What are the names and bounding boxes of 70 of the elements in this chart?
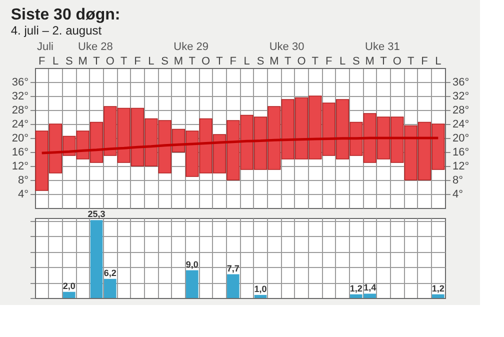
x-tick-label: O xyxy=(106,56,115,68)
y-tick-label: 16° xyxy=(12,146,28,158)
data-label: 1,2 xyxy=(350,283,362,294)
bar xyxy=(432,294,444,298)
y-tick-label: 36° xyxy=(12,76,28,88)
y-tick-label: 28° xyxy=(12,104,28,116)
data-label: 2,0 xyxy=(62,280,76,291)
x-tick-label: L xyxy=(435,56,442,68)
x-tick-label: F xyxy=(134,56,142,68)
x-tick-label: T xyxy=(93,56,100,68)
y2-tick-label: 12° xyxy=(452,160,470,172)
x-tick-label: T xyxy=(312,56,319,68)
x-tick-label: M xyxy=(78,56,88,68)
data-label: 9,0 xyxy=(186,259,198,270)
x-tick-label: T xyxy=(120,56,128,68)
x-tick-label: S xyxy=(65,56,73,68)
x-tick-label: O xyxy=(202,56,211,68)
x-tick-label: T xyxy=(284,56,292,68)
bar xyxy=(63,292,76,298)
y2-tick-label: 4° xyxy=(452,188,464,200)
x-tick-label: F xyxy=(38,56,46,68)
y2-tick-label: 36° xyxy=(452,76,470,88)
x-tick-label: S xyxy=(256,56,264,68)
x-tick-label: M xyxy=(174,56,184,68)
x-tick-label: F xyxy=(421,56,428,68)
text: Uke 29 xyxy=(174,41,209,53)
x-tick-label: T xyxy=(188,56,196,68)
x-tick-label: M xyxy=(365,56,374,68)
data-label: 1,0 xyxy=(254,284,267,294)
x-tick-label: L xyxy=(244,56,250,68)
data-label: 6,2 xyxy=(104,268,116,278)
bar xyxy=(254,294,267,298)
x-tick-label: S xyxy=(161,56,169,68)
data-label: 1,4 xyxy=(364,282,376,293)
x-tick-label: L xyxy=(148,56,154,68)
x-tick-label: L xyxy=(339,56,346,68)
text: Uke 28 xyxy=(78,41,113,53)
y2-tick-label: 16° xyxy=(452,146,470,158)
x-tick-label: O xyxy=(297,56,306,68)
x-tick-label: S xyxy=(352,56,360,68)
bar xyxy=(186,270,198,298)
y2-tick-label: 8° xyxy=(452,174,464,186)
y2-tick-label: 32° xyxy=(452,90,470,102)
y-tick-label: 20° xyxy=(12,132,28,144)
x-tick-label: T xyxy=(380,56,388,68)
text: Uke 31 xyxy=(365,41,400,53)
data-label: 7,7 xyxy=(226,263,240,274)
x-tick-label: F xyxy=(230,56,237,68)
line-series xyxy=(40,136,440,154)
y-tick-label: 12° xyxy=(12,160,28,172)
text: Uke 30 xyxy=(269,41,304,53)
y-tick-label: 4° xyxy=(18,188,28,200)
data-label: 1,2 xyxy=(432,283,444,294)
y-tick-label: 24° xyxy=(12,118,28,130)
x-tick-label: T xyxy=(407,56,414,68)
data-label: 25,3 xyxy=(88,209,106,220)
text: Juli xyxy=(37,41,54,53)
x-tick-label: T xyxy=(216,56,224,68)
chart-title: Siste 30 døgn: xyxy=(10,6,120,24)
y2-tick-label: 20° xyxy=(452,132,470,144)
chart-subtitle: 4. juli – 2. august xyxy=(10,24,102,38)
bar xyxy=(227,274,240,298)
x-tick-label: L xyxy=(52,56,59,68)
x-tick-label: O xyxy=(392,56,402,68)
y-tick-label: 8° xyxy=(18,174,28,186)
y2-tick-label: 24° xyxy=(452,118,470,130)
y-tick-label: 32° xyxy=(12,90,28,102)
x-tick-label: M xyxy=(270,56,279,68)
y2-tick-label: 28° xyxy=(452,104,470,116)
x-tick-label: F xyxy=(325,56,332,68)
